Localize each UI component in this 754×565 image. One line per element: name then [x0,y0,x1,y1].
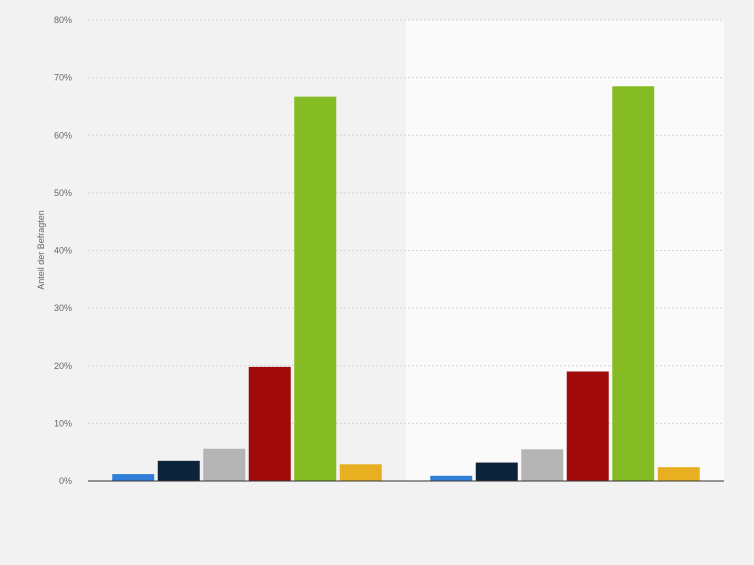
bar[interactable] [657,467,700,481]
bar[interactable] [203,448,246,481]
y-tick-label: 10% [54,418,72,428]
bar[interactable] [339,464,382,481]
bar[interactable] [112,474,155,481]
y-tick-label: 60% [54,130,72,140]
bar[interactable] [521,449,564,481]
y-tick-label: 50% [54,188,72,198]
bar[interactable] [294,96,337,482]
bar[interactable] [612,86,655,482]
bar[interactable] [248,366,291,481]
group-background [88,20,406,481]
y-axis-label: Anteil der Befragten [36,210,46,290]
y-tick-label: 0% [59,476,72,486]
bar[interactable] [566,371,609,481]
bar[interactable] [157,460,200,481]
bar[interactable] [430,475,473,481]
bar[interactable] [475,462,518,481]
y-tick-label: 70% [54,73,72,83]
y-tick-label: 40% [54,246,72,256]
y-tick-label: 80% [54,15,72,25]
y-tick-label: 20% [54,361,72,371]
y-tick-label: 30% [54,303,72,313]
